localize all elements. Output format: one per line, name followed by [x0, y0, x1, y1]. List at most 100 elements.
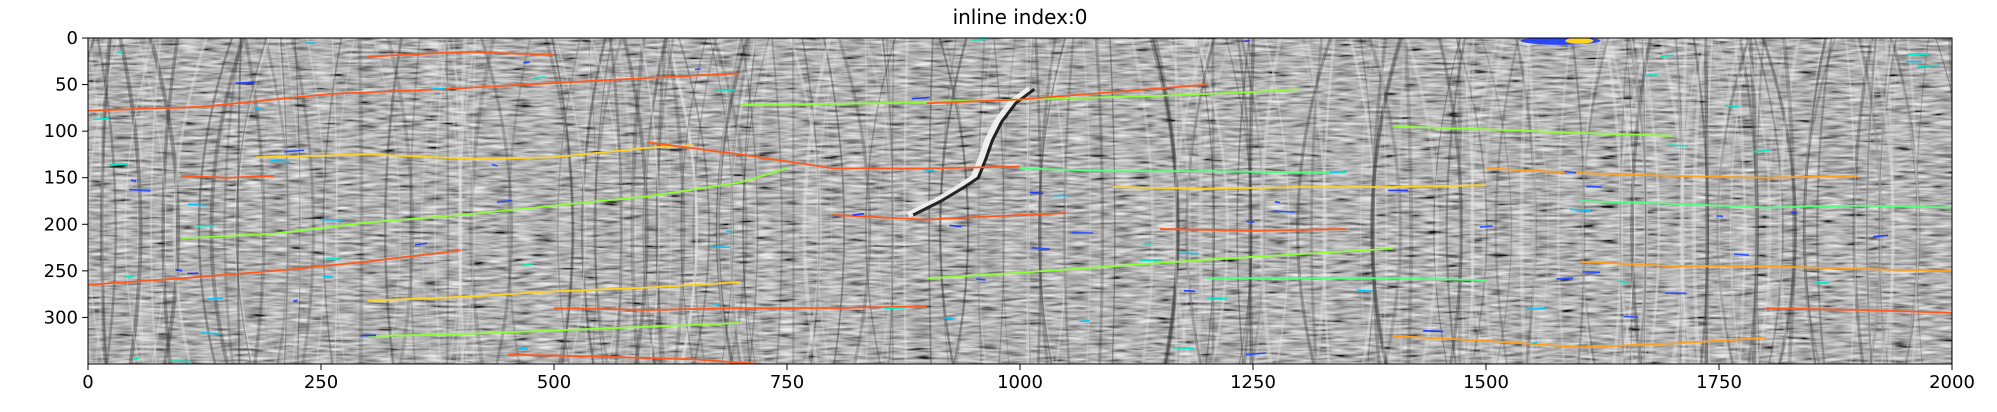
fragment-mark	[1273, 210, 1295, 213]
seismic-band	[1514, 38, 1537, 364]
seismic-band	[719, 38, 734, 364]
y-tick-label: 50	[55, 75, 78, 96]
horizon-line	[647, 141, 1021, 170]
fragment-mark	[1668, 144, 1689, 147]
fragment-mark	[1917, 64, 1940, 68]
y-tick-label: 300	[44, 307, 78, 328]
fragment-mark	[235, 81, 255, 84]
seismic-band	[1816, 38, 1833, 364]
seismic-band	[118, 38, 143, 364]
seismic-band	[1642, 38, 1647, 364]
x-tick-label: 1250	[1230, 372, 1276, 393]
seismic-band	[1854, 38, 1883, 364]
seismic-band	[1063, 38, 1075, 364]
seismic-band	[1603, 38, 1624, 364]
seismic-band	[1527, 38, 1537, 364]
fragment-mark	[522, 262, 533, 266]
seismic-band	[680, 38, 707, 364]
seismic-band	[277, 38, 290, 364]
x-tick-label: 1750	[1696, 372, 1742, 393]
seismic-band	[643, 38, 671, 364]
seismic-band	[1765, 38, 1788, 364]
fragment-mark	[491, 163, 498, 167]
seismic-band	[1778, 38, 1801, 364]
seismic-band	[1459, 38, 1474, 364]
horizon-line	[1485, 167, 1859, 179]
seismic-band	[1852, 38, 1874, 364]
fragment-mark	[1479, 225, 1493, 228]
seismic-band	[1692, 38, 1710, 364]
seismic-band	[928, 38, 934, 364]
seismic-band	[223, 38, 242, 364]
seismic-band	[357, 38, 364, 364]
seismic-band	[1863, 38, 1882, 364]
seismic-band	[335, 38, 355, 364]
seismic-band	[1692, 38, 1706, 364]
fragment-mark	[1644, 73, 1658, 77]
horizon-line	[507, 353, 774, 364]
fragment-mark	[1873, 234, 1889, 238]
seismic-band	[1225, 38, 1253, 364]
fragment-mark	[284, 149, 305, 153]
fragment-mark	[497, 199, 513, 203]
seismic-band	[445, 38, 476, 364]
seismic-band	[1516, 38, 1550, 364]
bright-event	[906, 86, 1032, 218]
seismic-band	[1046, 38, 1068, 364]
fragment-mark	[852, 213, 865, 216]
seismic-band	[421, 38, 444, 364]
seismic-band	[1703, 38, 1709, 364]
seismic-band	[728, 38, 759, 364]
seismic-band	[1641, 38, 1660, 364]
seismic-band	[373, 38, 401, 364]
fragment-mark	[922, 168, 935, 172]
horizon-line	[181, 167, 788, 240]
seismic-band	[1891, 38, 1899, 364]
seismic-band	[1631, 38, 1648, 364]
y-tick-label: 150	[44, 168, 78, 189]
seismic-band	[881, 38, 894, 364]
seismic-band	[802, 38, 832, 364]
seismic-band	[544, 38, 575, 364]
seismic-band	[823, 38, 846, 364]
seismic-band	[1673, 38, 1684, 364]
x-tick-label: 500	[537, 372, 571, 393]
horizon-line	[1159, 228, 1347, 232]
seismic-band	[161, 38, 180, 364]
seismic-band	[551, 38, 574, 364]
seismic-band	[148, 38, 181, 364]
seismic-band	[1457, 38, 1463, 364]
seismic-band	[622, 38, 649, 364]
fragment-mark	[518, 347, 529, 351]
seismic-band	[1248, 38, 1251, 364]
seismic-band	[1878, 38, 1892, 364]
fragment-mark	[325, 257, 341, 260]
seismic-band	[665, 38, 686, 364]
seismic-band	[1738, 38, 1759, 364]
seismic-band	[1298, 38, 1327, 364]
seismic-band	[1034, 38, 1043, 364]
fragment-mark	[911, 96, 930, 100]
fragment-mark	[1753, 149, 1770, 153]
fragment-mark	[1029, 191, 1044, 195]
seismic-band	[1471, 38, 1476, 364]
seismic-band	[1753, 38, 1784, 364]
blue-fragments	[92, 38, 1940, 364]
seismic-band	[1868, 38, 1896, 364]
seismic-band	[865, 38, 897, 364]
seismic-band	[1109, 38, 1116, 364]
y-tick-label: 250	[44, 261, 78, 282]
horizon-line	[1392, 125, 1673, 137]
seismic-band	[1628, 38, 1648, 364]
seismic-band	[1037, 38, 1070, 364]
fragment-mark	[133, 357, 140, 360]
seismic-band	[1367, 38, 1403, 364]
seismic-band	[642, 38, 668, 364]
horizon-line	[740, 88, 1300, 106]
fragment-mark	[1207, 297, 1228, 300]
horizon-line	[1392, 335, 1766, 349]
seismic-band	[1026, 38, 1034, 364]
seismic-band	[712, 38, 748, 364]
seismic-band	[837, 38, 872, 364]
